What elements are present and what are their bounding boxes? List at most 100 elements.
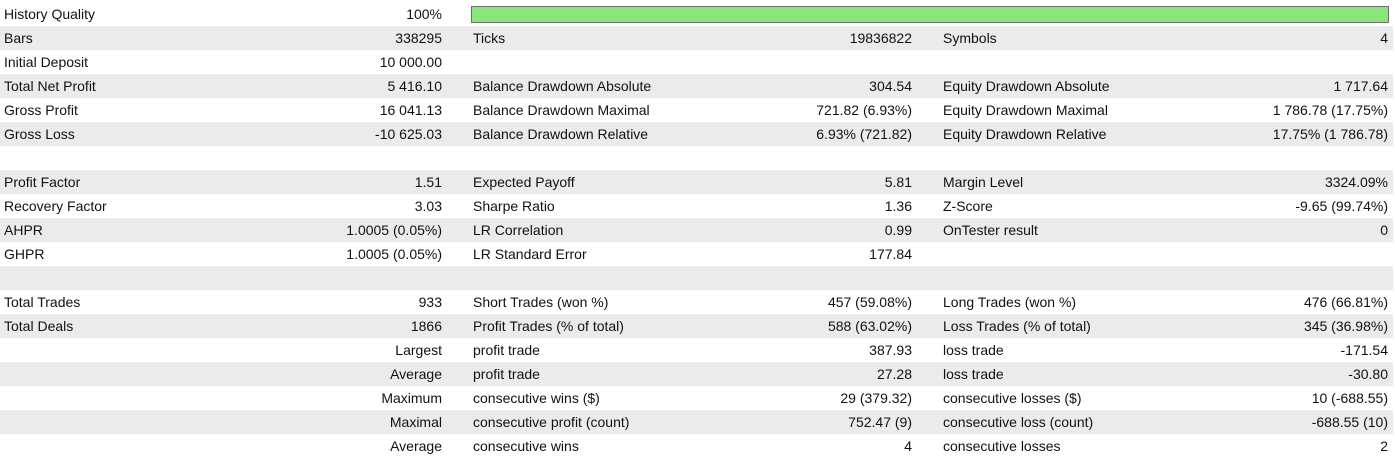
- row-total-deals: Total Deals 1866 Profit Trades (% of tot…: [0, 314, 1393, 338]
- ahpr-label: AHPR: [4, 222, 43, 238]
- balance-drawdown-maximal-label: Balance Drawdown Maximal: [473, 102, 650, 118]
- maximum-consecutive-losses-value: 10 (-688.55): [1311, 390, 1388, 406]
- ontester-result-value: 0: [1380, 222, 1388, 238]
- profit-factor-value: 1.51: [414, 174, 442, 190]
- maximum-consecutive-wins-label: consecutive wins ($): [473, 390, 600, 406]
- average-consecutive-losses-label: consecutive losses: [943, 438, 1061, 454]
- row-spacer: [0, 146, 1393, 170]
- symbols-label: Symbols: [943, 30, 997, 46]
- maximal-consecutive-loss-label: consecutive loss (count): [943, 414, 1094, 430]
- row-total-net-profit: Total Net Profit 5 416.10 Balance Drawdo…: [0, 74, 1393, 98]
- maximal-label: Maximal: [389, 414, 442, 430]
- profit-factor-label: Profit Factor: [4, 174, 81, 190]
- largest-loss-trade-label: loss trade: [943, 342, 1004, 358]
- largest-loss-trade-value: -171.54: [1340, 342, 1388, 358]
- loss-trades-value: 345 (36.98%): [1303, 318, 1388, 334]
- maximal-consecutive-loss-value: -688.55 (10): [1311, 414, 1388, 430]
- total-deals-value: 1866: [410, 318, 442, 334]
- history-quality-value: 100%: [406, 6, 442, 22]
- equity-drawdown-relative-value: 17.75% (1 786.78): [1272, 126, 1388, 142]
- total-trades-value: 933: [418, 294, 442, 310]
- balance-drawdown-relative-value: 6.93% (721.82): [816, 126, 912, 142]
- balance-drawdown-maximal-value: 721.82 (6.93%): [816, 102, 912, 118]
- average-profit-trade-label: profit trade: [473, 366, 540, 382]
- largest-profit-trade-label: profit trade: [473, 342, 540, 358]
- ontester-result-label: OnTester result: [943, 222, 1038, 238]
- long-trades-value: 476 (66.81%): [1303, 294, 1388, 310]
- average-trade-label: Average: [390, 366, 442, 382]
- sharpe-ratio-value: 1.36: [884, 198, 912, 214]
- balance-drawdown-absolute-label: Balance Drawdown Absolute: [473, 78, 652, 94]
- margin-level-value: 3324.09%: [1324, 174, 1388, 190]
- maximal-consecutive-profit-value: 752.47 (9): [848, 414, 912, 430]
- row-spacer: [0, 266, 1393, 290]
- equity-drawdown-absolute-label: Equity Drawdown Absolute: [943, 78, 1110, 94]
- equity-drawdown-maximal-label: Equity Drawdown Maximal: [943, 102, 1108, 118]
- lr-standard-error-value: 177.84: [869, 246, 912, 262]
- row-bars: Bars 338295 Ticks 19836822 Symbols 4: [0, 26, 1393, 50]
- lr-correlation-label: LR Correlation: [473, 222, 564, 238]
- equity-drawdown-relative-label: Equity Drawdown Relative: [943, 126, 1107, 142]
- loss-trades-label: Loss Trades (% of total): [943, 318, 1091, 334]
- short-trades-value: 457 (59.08%): [827, 294, 912, 310]
- history-quality-label: History Quality: [4, 6, 96, 22]
- ghpr-value: 1.0005 (0.05%): [346, 246, 442, 262]
- row-initial-deposit: Initial Deposit 10 000.00: [0, 50, 1393, 74]
- total-net-profit-value: 5 416.10: [387, 78, 443, 94]
- gross-loss-label: Gross Loss: [4, 126, 75, 142]
- margin-level-label: Margin Level: [943, 174, 1024, 190]
- row-maximum: Maximum consecutive wins ($) 29 (379.32)…: [0, 386, 1393, 410]
- total-net-profit-label: Total Net Profit: [4, 78, 96, 94]
- average-profit-trade-value: 27.28: [876, 366, 912, 382]
- lr-standard-error-label: LR Standard Error: [473, 246, 587, 262]
- expected-payoff-value: 5.81: [884, 174, 912, 190]
- bars-label: Bars: [4, 30, 33, 46]
- recovery-factor-value: 3.03: [414, 198, 442, 214]
- average-loss-trade-label: loss trade: [943, 366, 1004, 382]
- average-consecutive-losses-value: 2: [1380, 438, 1388, 454]
- row-ghpr: GHPR 1.0005 (0.05%) LR Standard Error 17…: [0, 242, 1393, 266]
- symbols-value: 4: [1380, 30, 1388, 46]
- profit-trades-label: Profit Trades (% of total): [473, 318, 624, 334]
- total-deals-label: Total Deals: [4, 318, 74, 334]
- ticks-label: Ticks: [473, 30, 506, 46]
- maximum-consecutive-losses-label: consecutive losses ($): [943, 390, 1082, 406]
- balance-drawdown-relative-label: Balance Drawdown Relative: [473, 126, 649, 142]
- expected-payoff-label: Expected Payoff: [473, 174, 575, 190]
- row-total-trades: Total Trades 933 Short Trades (won %) 45…: [0, 290, 1393, 314]
- average-consecutive-wins-label: consecutive wins: [473, 438, 579, 454]
- sharpe-ratio-label: Sharpe Ratio: [473, 198, 555, 214]
- balance-drawdown-absolute-value: 304.54: [869, 78, 912, 94]
- initial-deposit-label: Initial Deposit: [4, 54, 89, 70]
- average-loss-trade-value: -30.80: [1348, 366, 1388, 382]
- ahpr-value: 1.0005 (0.05%): [346, 222, 442, 238]
- row-average-trade: Average profit trade 27.28 loss trade -3…: [0, 362, 1393, 386]
- gross-profit-value: 16 041.13: [379, 102, 442, 118]
- history-quality-bar: [471, 6, 1389, 23]
- row-average-consecutive: Average consecutive wins 4 consecutive l…: [0, 434, 1393, 458]
- z-score-value: -9.65 (99.74%): [1295, 198, 1388, 214]
- row-recovery-factor: Recovery Factor 3.03 Sharpe Ratio 1.36 Z…: [0, 194, 1393, 218]
- short-trades-label: Short Trades (won %): [473, 294, 609, 310]
- row-profit-factor: Profit Factor 1.51 Expected Payoff 5.81 …: [0, 170, 1393, 194]
- row-history-quality: History Quality 100%: [0, 2, 1393, 26]
- ticks-value: 19836822: [849, 30, 912, 46]
- history-quality-bar-fill: [472, 7, 1388, 22]
- lr-correlation-value: 0.99: [884, 222, 912, 238]
- recovery-factor-label: Recovery Factor: [4, 198, 107, 214]
- ghpr-label: GHPR: [4, 246, 45, 262]
- gross-profit-label: Gross Profit: [4, 102, 78, 118]
- z-score-label: Z-Score: [943, 198, 993, 214]
- profit-trades-value: 588 (63.02%): [827, 318, 912, 334]
- maximum-consecutive-wins-value: 29 (379.32): [840, 390, 912, 406]
- row-ahpr: AHPR 1.0005 (0.05%) LR Correlation 0.99 …: [0, 218, 1393, 242]
- row-gross-profit: Gross Profit 16 041.13 Balance Drawdown …: [0, 98, 1393, 122]
- row-gross-loss: Gross Loss -10 625.03 Balance Drawdown R…: [0, 122, 1393, 146]
- initial-deposit-value: 10 000.00: [379, 54, 442, 70]
- largest-label: Largest: [395, 342, 442, 358]
- largest-profit-trade-value: 387.93: [869, 342, 912, 358]
- maximal-consecutive-profit-label: consecutive profit (count): [473, 414, 630, 430]
- equity-drawdown-absolute-value: 1 717.64: [1333, 78, 1389, 94]
- bars-value: 338295: [395, 30, 442, 46]
